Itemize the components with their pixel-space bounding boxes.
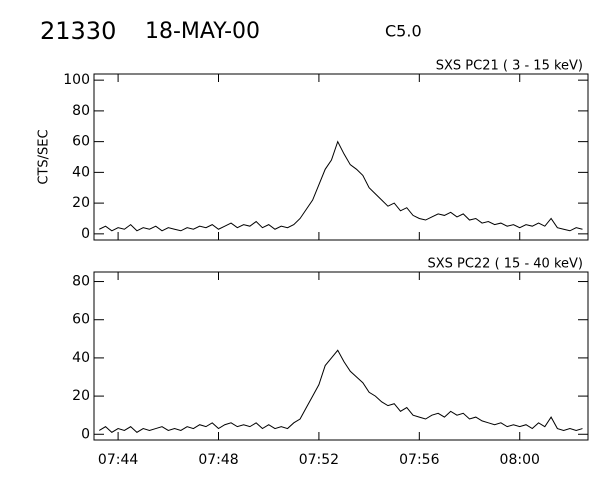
x-tick-label: 08:00 — [500, 452, 540, 468]
y-tick-label: 80 — [72, 274, 90, 290]
y-tick-label: 20 — [72, 388, 90, 404]
y-tick-label: 20 — [72, 195, 90, 211]
event-id: 21330 — [40, 17, 116, 45]
x-tick-label: 07:52 — [299, 452, 339, 468]
event-date: 18-MAY-00 — [145, 19, 260, 44]
plot-frame — [93, 73, 589, 241]
panel-subtitle: SXS PC21 ( 3 - 15 keV) — [436, 59, 583, 74]
y-tick-label: 60 — [72, 134, 90, 150]
y-tick-label: 100 — [63, 72, 90, 88]
flare-class: C5.0 — [385, 22, 422, 41]
panel-subtitle: SXS PC22 ( 15 - 40 keV) — [427, 257, 583, 272]
y-tick-label: 80 — [72, 103, 90, 119]
data-line — [99, 140, 583, 232]
x-tick-label: 07:44 — [98, 452, 138, 468]
plot-frame — [93, 271, 589, 441]
y-tick-label: 0 — [81, 226, 90, 242]
y-tick-label: 40 — [72, 350, 90, 366]
y-tick-label: 0 — [81, 426, 90, 442]
x-tick-label: 07:48 — [198, 452, 238, 468]
x-tick-label: 07:56 — [399, 452, 439, 468]
y-tick-label: 40 — [72, 164, 90, 180]
y-tick-label: 60 — [72, 312, 90, 328]
y-axis-label: CTS/SEC — [37, 129, 52, 184]
data-line — [99, 349, 583, 433]
